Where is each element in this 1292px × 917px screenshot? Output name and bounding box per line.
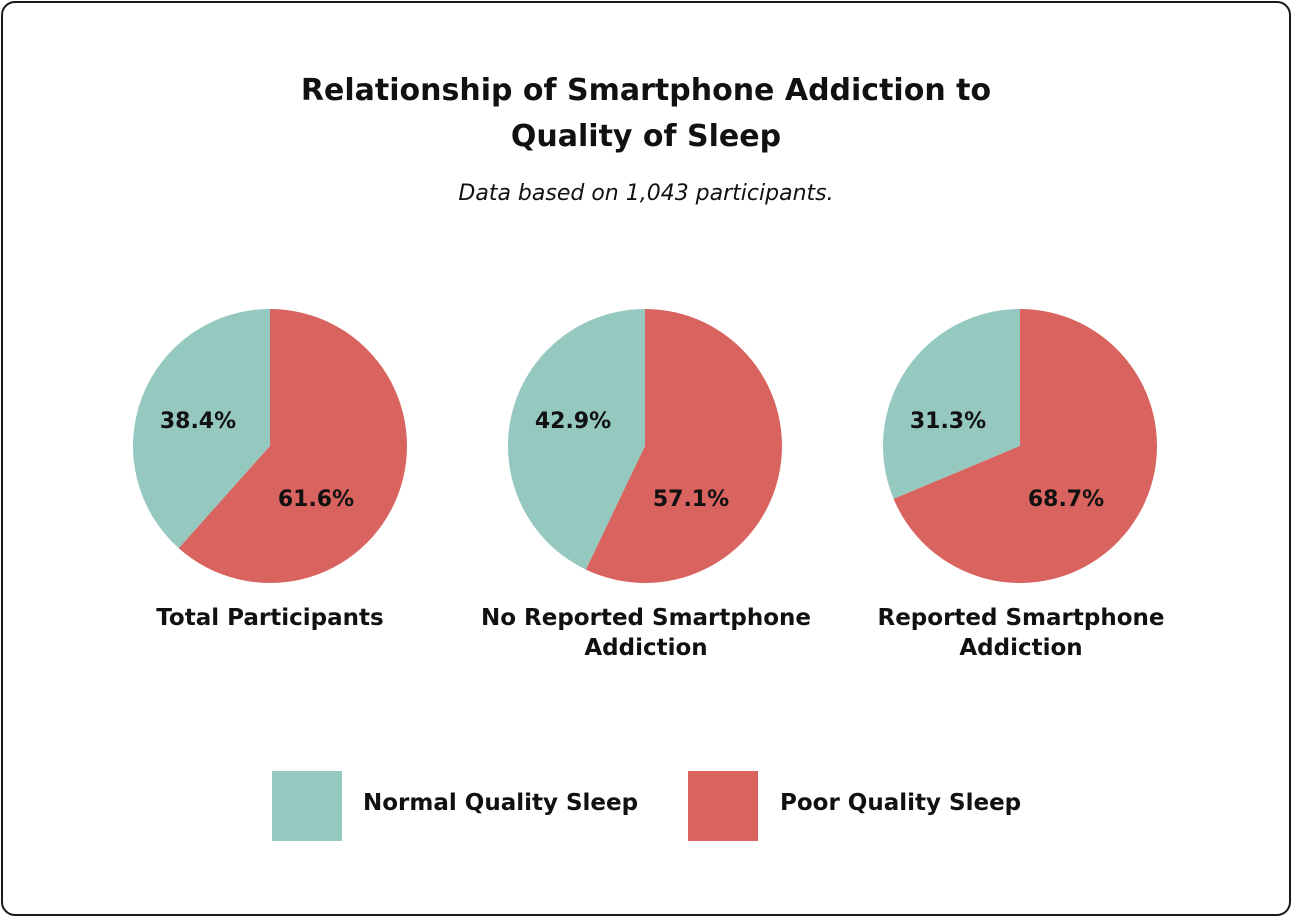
pie-2-slice-normal (882, 309, 1020, 499)
chart-title: Relationship of Smartphone Addiction to … (0, 68, 1292, 160)
legend-label-poor: Poor Quality Sleep (780, 790, 1022, 816)
pie-0-value-label-normal: 38.4% (160, 409, 236, 434)
pie-1-slice-poor (585, 309, 782, 583)
pie-2-slice-poor (893, 309, 1157, 584)
pie-0-slice-normal (133, 309, 270, 549)
legend-swatch-poor (688, 771, 758, 841)
pie-label-no-addiction: No Reported Smartphone Addiction (480, 605, 812, 661)
pie-1-slice-normal (507, 309, 645, 570)
pie-label-addiction: Reported Smartphone Addiction (877, 605, 1165, 661)
pie-1-value-label-poor: 57.1% (653, 487, 729, 512)
pie-0-slice-poor (178, 309, 407, 583)
chart-title-line-1: Relationship of Smartphone Addiction to (300, 73, 992, 108)
pie-2-value-label-normal: 31.3% (910, 409, 986, 434)
pie-0-value-label-poor: 61.6% (278, 487, 354, 512)
chart-title-line-2: Quality of Sleep (510, 119, 782, 154)
pie-label-total: Total Participants (156, 605, 384, 631)
pie-1-value-label-normal: 42.9% (535, 409, 611, 434)
pie-2-value-label-poor: 68.7% (1028, 487, 1104, 512)
legend-label-normal: Normal Quality Sleep (363, 790, 639, 816)
legend-swatch-normal (272, 771, 342, 841)
chart-subtitle: Data based on 1,043 participants. (458, 181, 834, 206)
